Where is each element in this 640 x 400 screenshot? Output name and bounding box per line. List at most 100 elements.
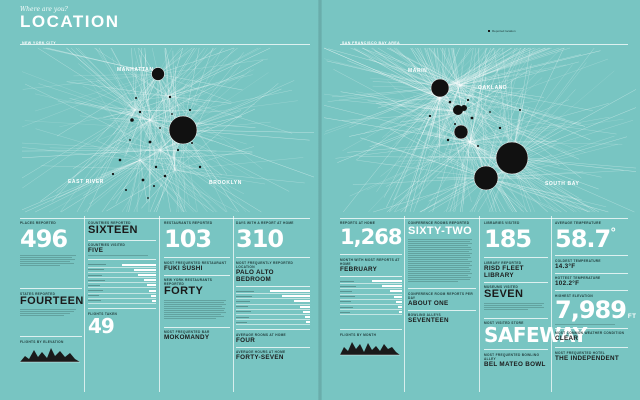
ray (469, 58, 503, 143)
ray (144, 95, 169, 129)
stat-new-restaurants: FORTY (164, 285, 204, 297)
ray (459, 84, 525, 98)
ray (397, 157, 513, 162)
ray (449, 141, 471, 213)
ray (441, 87, 483, 159)
ray (511, 47, 595, 159)
ray (439, 97, 517, 213)
ray (157, 73, 181, 111)
ray (100, 149, 161, 175)
ray (469, 141, 473, 179)
ray (157, 73, 184, 213)
location-dot (111, 172, 115, 176)
ray (21, 71, 151, 121)
ray (167, 67, 216, 97)
ray (459, 75, 508, 86)
dots-left (111, 67, 202, 199)
ray (79, 115, 184, 131)
ray (393, 141, 471, 201)
ray (149, 100, 298, 121)
ray (133, 149, 161, 213)
ray (323, 47, 441, 99)
ray (129, 73, 159, 116)
location-dot (448, 100, 452, 104)
ray (374, 50, 461, 86)
ray (409, 97, 441, 213)
ray (139, 159, 148, 203)
ray (76, 109, 136, 213)
ray (51, 109, 136, 202)
ray (157, 47, 235, 75)
ray (159, 149, 227, 213)
ray (511, 157, 637, 169)
label-reports: REPORTS AT HOME (340, 221, 376, 225)
ray (134, 47, 161, 151)
ray (21, 73, 159, 128)
ray (393, 87, 441, 99)
ray (78, 47, 136, 111)
stats-left: PLACES REPORTED 496 STATES REPORTED FOUR… (20, 216, 310, 394)
ray (139, 159, 197, 213)
ray (137, 159, 141, 213)
ray (149, 129, 184, 213)
ray (126, 159, 141, 213)
ray (441, 47, 471, 89)
ray (101, 159, 141, 213)
ray (372, 85, 443, 89)
ray (446, 141, 471, 213)
region-label-left: NEW YORK CITY (22, 41, 57, 45)
elevation-chart-right (340, 341, 400, 356)
ray (40, 119, 151, 202)
ray (469, 110, 491, 143)
ray (485, 47, 515, 179)
ray (182, 129, 247, 213)
ray (149, 119, 164, 200)
location-dot (470, 116, 474, 120)
location-dot (168, 95, 172, 99)
stat-mokmandy: MOKOMANDY (164, 334, 210, 342)
ray (139, 107, 176, 161)
ray (441, 87, 518, 128)
ray (49, 147, 161, 151)
ray (469, 141, 589, 213)
elevation-chart-left (20, 347, 80, 362)
label-bowl: MOST FREQUENTED BOWLING ALLEY (484, 352, 540, 361)
location-dot (171, 113, 173, 115)
ray (131, 66, 176, 171)
ray (73, 119, 151, 169)
ray (383, 87, 443, 198)
ray (372, 69, 443, 89)
ray (139, 159, 238, 213)
ray (174, 169, 266, 185)
stat-elevation: 7,989 (555, 295, 627, 324)
ray (167, 95, 228, 213)
large-location-dot (495, 141, 529, 175)
stat-hotel: THE INDEPENDENT (555, 354, 619, 362)
ray (60, 149, 161, 213)
label-mokmandy: MOST FREQUENTED BAR (164, 330, 210, 335)
grid-rule-right (340, 218, 628, 219)
stat-museums: SEVEN (484, 288, 524, 300)
label-conference: CONFERENCE ROOMS REPORTED (408, 221, 470, 225)
grid-rule-left (20, 218, 310, 219)
stat-top-library: RISD FLEET LIBRARY (484, 264, 524, 279)
ray (124, 95, 169, 154)
ray (97, 140, 141, 161)
left-col-2: COUNTRIES REPORTED SIXTEEN COUNTRIES VIS… (88, 216, 156, 336)
ray (159, 149, 253, 152)
ray (167, 47, 183, 97)
ray (379, 97, 441, 128)
kicker: Where are you? (20, 6, 68, 13)
ray (424, 62, 461, 86)
ray (159, 149, 218, 213)
label-weather: MOST COMMON WEATHER CONDITION (555, 331, 625, 335)
ray (99, 73, 159, 162)
ray (134, 109, 166, 143)
ray (73, 73, 159, 77)
ray (441, 47, 535, 89)
legend-marker (488, 30, 490, 32)
ray (441, 47, 483, 89)
ray (157, 47, 193, 75)
large-location-dot (151, 67, 165, 81)
ray (87, 109, 136, 213)
